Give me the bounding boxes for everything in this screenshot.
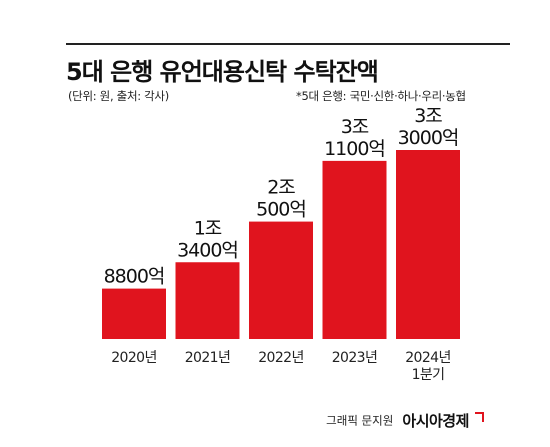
value-label-0: 8800억 — [104, 266, 165, 288]
banks-note: *5대 은행: 국민·신한·하나·우리·농협 — [296, 89, 466, 103]
value-label-2: 2조 500억 — [256, 177, 306, 221]
bar-3 — [322, 160, 387, 339]
bar-0 — [102, 288, 166, 339]
graphic-credit: 그래픽 문지원 — [326, 413, 394, 428]
value-label-1: 1조 3400억 — [177, 217, 238, 261]
brand-mark-icon — [475, 412, 484, 422]
value-label-3: 3조 1100억 — [324, 116, 385, 160]
x-tick-label-1: 2021년 — [185, 350, 231, 366]
value-label-4: 3조 3000억 — [398, 105, 459, 149]
x-tick-label-2: 2022년 — [258, 350, 304, 366]
x-tick-label-4: 2024년 1분기 — [405, 350, 451, 383]
credit: 그래픽 문지원 아시아경제 — [326, 410, 484, 431]
top-rule — [66, 43, 510, 45]
brand-logo-text: 아시아경제 — [402, 412, 469, 430]
bar-4 — [396, 150, 460, 339]
bar-1 — [175, 262, 240, 339]
chart-title: 5대 은행 유언대용신탁 수탁잔액 — [66, 58, 379, 86]
bar-2 — [249, 221, 313, 339]
x-tick-label-3: 2023년 — [332, 350, 378, 366]
unit-source-note: (단위: 원, 출처: 각사) — [68, 89, 169, 103]
x-tick-label-0: 2020년 — [111, 350, 157, 366]
